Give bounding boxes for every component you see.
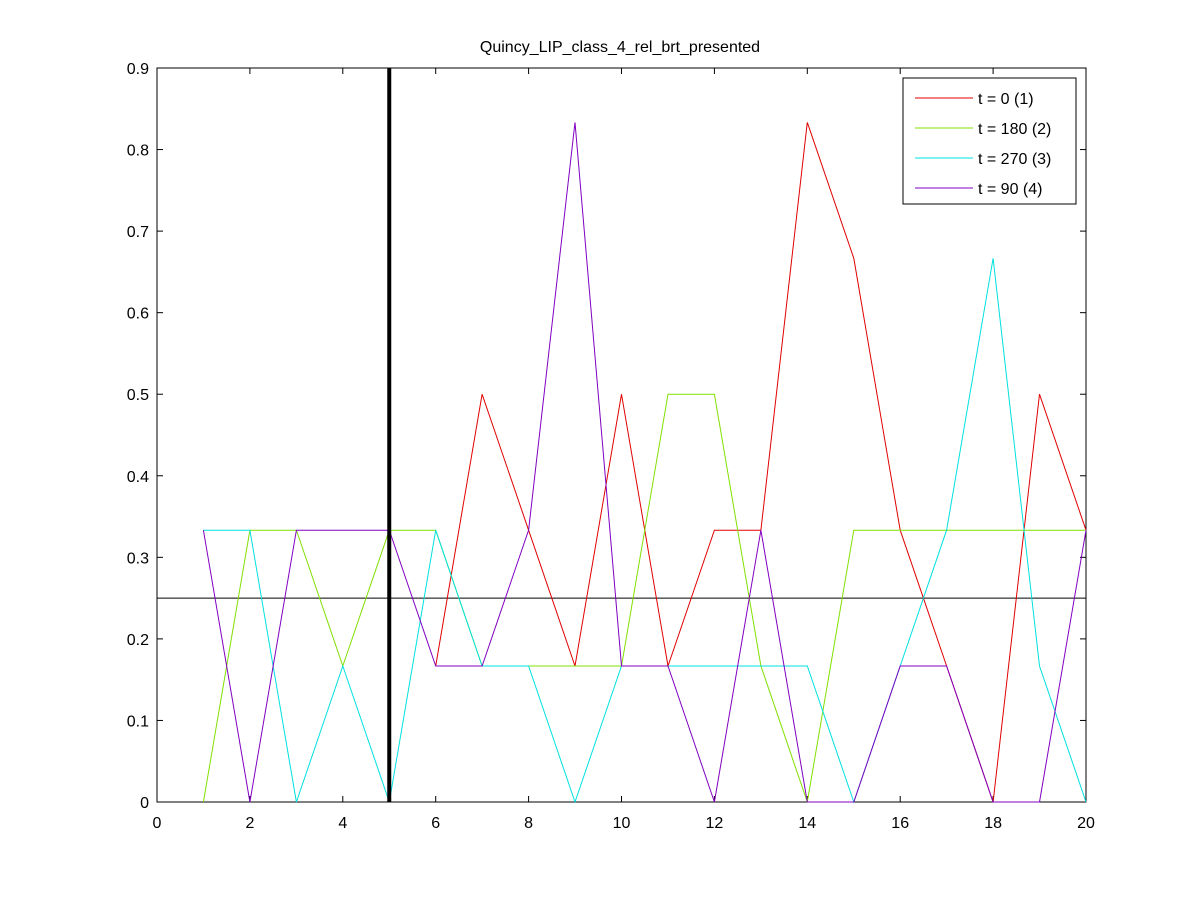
plot-area: 0 2 4 6 8 10 12 14 16 18 20 0 0.1 0.2 0.3 0.4 0.5 0.6 0.7 0… <box>127 61 1095 832</box>
y-tick-label: 0.3 <box>127 550 149 567</box>
legend-label-3: t = 270 (3) <box>978 151 1051 168</box>
x-tick-label: 8 <box>524 815 533 832</box>
x-tick-label: 12 <box>706 815 724 832</box>
x-tick-label: 0 <box>153 815 162 832</box>
x-tick-label: 14 <box>798 815 816 832</box>
y-tick-label: 0.6 <box>127 306 149 323</box>
y-tick-label: 0.8 <box>127 143 149 160</box>
y-tick-label: 0.7 <box>127 224 149 241</box>
legend-label-2: t = 180 (2) <box>978 121 1051 138</box>
legend-box <box>902 77 1077 205</box>
series-line-1 <box>435 122 1087 803</box>
x-tick-label: 6 <box>431 815 440 832</box>
x-tick-label: 2 <box>245 815 254 832</box>
y-tick-label: 0.9 <box>127 61 149 78</box>
x-tick-label: 10 <box>613 815 631 832</box>
x-tick-label: 4 <box>338 815 347 832</box>
x-tick-label: 18 <box>984 815 1002 832</box>
chart-title: Quincy_LIP_class_4_rel_brt_presented <box>480 39 760 56</box>
x-tick-label: 20 <box>1077 815 1095 832</box>
x-tick-label: 16 <box>891 815 909 832</box>
legend-label-4: t = 90 (4) <box>978 181 1042 198</box>
y-tick-label: 0.2 <box>127 632 149 649</box>
y-tick-label: 0.1 <box>127 713 149 730</box>
series-line-2 <box>202 393 1086 803</box>
y-tick-label: 0 <box>140 795 149 812</box>
y-tick-label: 0.4 <box>127 469 149 486</box>
legend-label-1: t = 0 (1) <box>978 91 1034 108</box>
series-line-4 <box>202 122 1087 803</box>
y-tick-label: 0.5 <box>127 387 149 404</box>
